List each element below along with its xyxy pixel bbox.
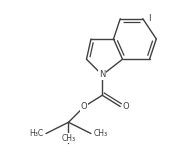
Text: H₃C: H₃C: [30, 129, 44, 138]
Text: O: O: [81, 102, 88, 111]
Text: N: N: [99, 70, 105, 80]
Text: CH₃: CH₃: [61, 134, 76, 143]
Text: I: I: [148, 14, 151, 23]
Text: CH₃: CH₃: [93, 129, 107, 138]
Text: O: O: [122, 102, 129, 111]
